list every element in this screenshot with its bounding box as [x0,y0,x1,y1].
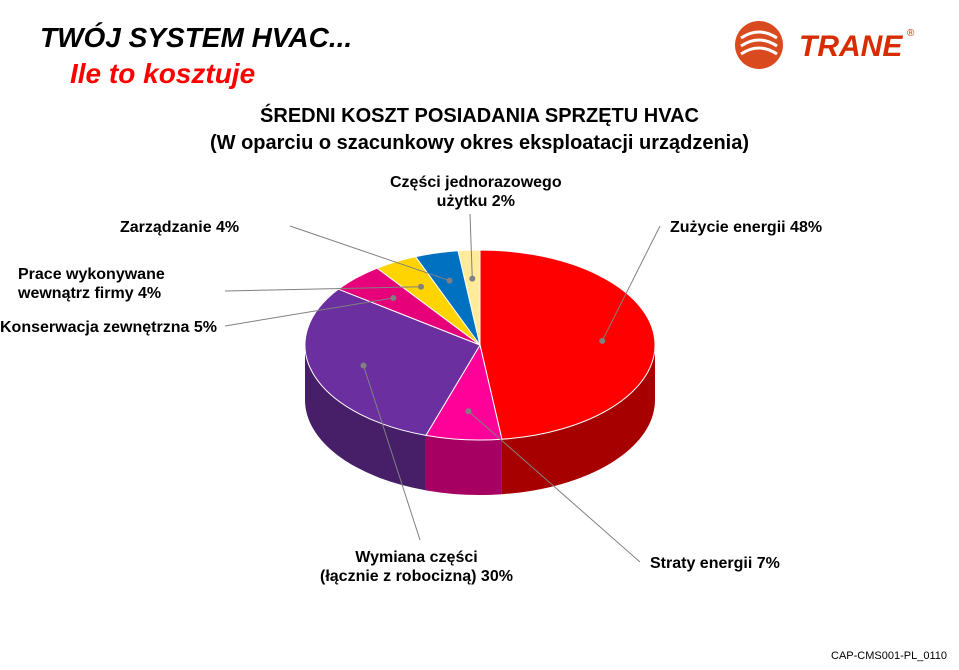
label-energy-use: Zużycie energii 48% [670,218,822,237]
cost-pie-chart [305,250,665,510]
slide-title-line2: Ile to kosztuje [70,58,255,90]
label-disposable-parts: Części jednorazowegoużytku 2% [390,173,562,211]
svg-text:TRANE: TRANE [799,30,903,63]
label-inhouse-labor: Prace wykonywanewewnątrz firmy 4% [18,265,165,303]
label-energy-loss: Straty energii 7% [650,554,780,573]
trane-logo: TRANE ® [729,18,919,78]
slide-subtitle-line1: ŚREDNI KOSZT POSIADANIA SPRZĘTU HVAC [260,105,699,128]
slide-subtitle-line2: (W oparciu o szacunkowy okres eksploatac… [210,132,749,155]
label-management: Zarządzanie 4% [120,218,239,237]
label-parts-replacement: Wymiana części(łącznie z robocizną) 30% [320,548,513,586]
svg-text:®: ® [907,28,915,39]
pie-svg [305,250,665,505]
slide-title-line1: TWÓJ SYSTEM HVAC... [40,22,352,54]
slide-footer-code: CAP-CMS001-PL_0110 [831,650,947,662]
trane-logo-svg: TRANE ® [729,18,919,73]
label-external-maintenance: Konserwacja zewnętrzna 5% [0,318,217,337]
